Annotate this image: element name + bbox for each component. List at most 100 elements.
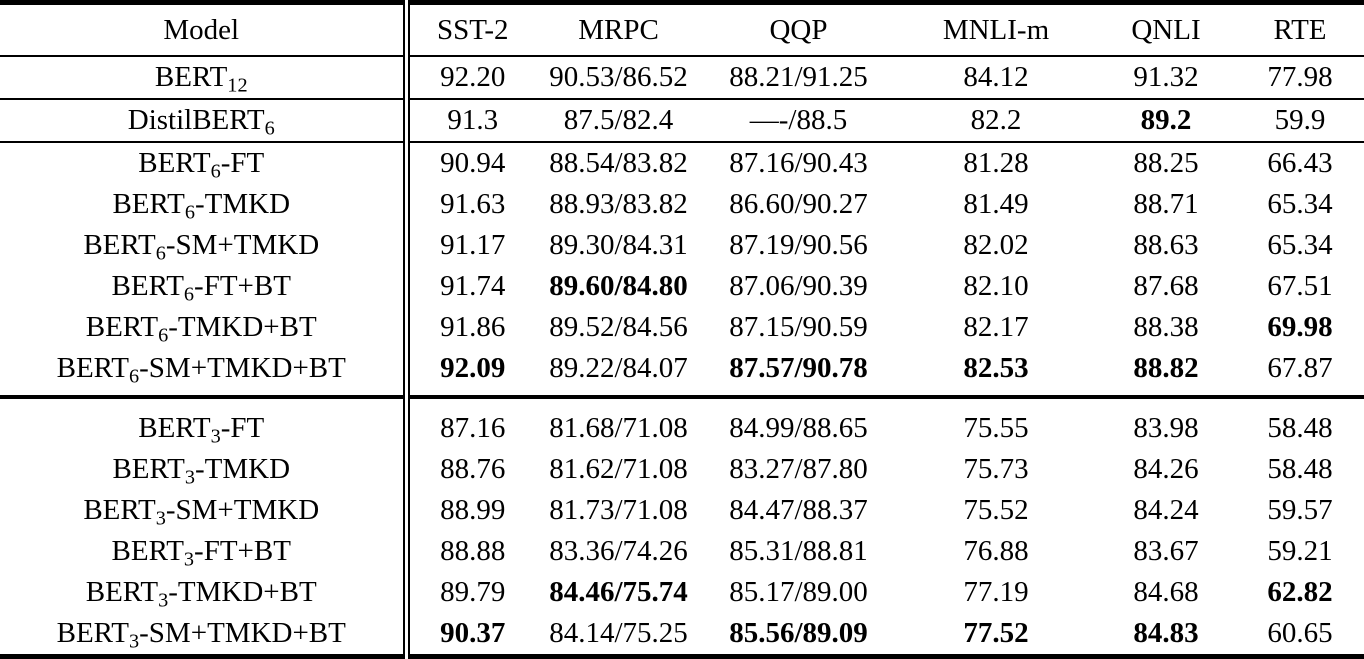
table-row: BERT12 92.20 90.53/86.52 88.21/91.25 84.12 91… — [0, 56, 1364, 100]
column-header-mnli-m: MNLI-m — [896, 2, 1096, 57]
table-row: BERT6-TMKD 91.63 88.93/83.82 86.60/90.27 81.… — [0, 184, 1364, 225]
table-row: BERT6-TMKD+BT 91.86 89.52/84.56 87.15/90.59… — [0, 307, 1364, 348]
score-cell: 89.60/84.80 — [549, 270, 688, 302]
score-cell: 88.54/83.82 — [549, 147, 688, 179]
model-subscript: 6 — [129, 365, 140, 388]
score-cell: 92.09 — [406, 348, 536, 399]
score-cell: 62.82 — [1267, 576, 1333, 608]
score-cell: 59.9 — [1236, 99, 1364, 143]
score-cell: 91.74 — [440, 270, 506, 302]
column-header-mrpc: MRPC — [536, 2, 701, 57]
score-cell: 91.32 — [1096, 56, 1236, 100]
score-cell: 75.55 — [963, 412, 1029, 444]
model-subscript: 6 — [158, 324, 169, 347]
score-cell: 86.60/90.27 — [729, 188, 868, 220]
score-cell: 91.86 — [440, 311, 506, 343]
score-cell: 88.76 — [440, 453, 506, 485]
score-cell: 59.21 — [1267, 535, 1333, 567]
column-header-qnli: QNLI — [1096, 2, 1236, 57]
table-row: BERT3-SM+TMKD 88.99 81.73/71.08 84.47/88.37… — [0, 490, 1364, 531]
model-cell: BERT6-SM+TMKD+BT — [0, 348, 410, 399]
score-cell: 84.99/88.65 — [729, 412, 868, 444]
score-cell: 83.36/74.26 — [549, 535, 688, 567]
score-cell: 87.15/90.59 — [729, 311, 868, 343]
table-row: BERT3-SM+TMKD+BT 90.37 84.14/75.25 85.56/89… — [0, 613, 1364, 657]
score-cell: 69.98 — [1267, 311, 1333, 343]
model-cell: BERT6-SM+TMKD — [0, 225, 410, 266]
score-cell: 84.24 — [1133, 494, 1199, 526]
score-cell: 83.98 — [1133, 412, 1199, 444]
score-cell: 58.48 — [1267, 453, 1333, 485]
table-row: BERT6-SM+TMKD 91.17 89.30/84.31 87.19/90.56… — [0, 225, 1364, 266]
score-cell: 88.93/83.82 — [549, 188, 688, 220]
score-cell: 91.17 — [440, 229, 506, 261]
score-cell: 82.10 — [963, 270, 1029, 302]
column-header-sst-2: SST-2 — [406, 2, 536, 57]
score-cell: 77.52 — [963, 617, 1029, 649]
model-cell: BERT3-FT — [0, 397, 410, 449]
score-cell: 84.47/88.37 — [729, 494, 868, 526]
score-cell: 91.63 — [440, 188, 506, 220]
table-row: BERT3-FT 87.16 81.68/71.08 84.99/88.65 75.55… — [0, 397, 1364, 449]
score-cell: 81.28 — [963, 147, 1029, 179]
score-cell: 92.20 — [406, 56, 536, 100]
score-cell: 82.02 — [963, 229, 1029, 261]
score-cell: 89.79 — [440, 576, 506, 608]
model-cell: BERT3-SM+TMKD — [0, 490, 410, 531]
model-subscript: 3 — [155, 507, 166, 530]
model-cell: BERT3-SM+TMKD+BT — [0, 613, 410, 657]
model-cell: BERT6-TMKD — [0, 184, 410, 225]
model-cell: BERT3-FT+BT — [0, 531, 410, 572]
score-cell: 85.31/88.81 — [729, 535, 868, 567]
score-cell: 87.68 — [1133, 270, 1199, 302]
score-cell: 67.87 — [1236, 348, 1364, 399]
model-cell: DistilBERT6 — [0, 99, 410, 143]
score-cell: 67.51 — [1267, 270, 1333, 302]
score-cell: 85.17/89.00 — [729, 576, 868, 608]
model-subscript: 3 — [184, 466, 195, 489]
model-subscript: 3 — [183, 548, 195, 571]
score-cell: 84.46/75.74 — [549, 576, 688, 608]
table-row: BERT3-TMKD 88.76 81.62/71.08 83.27/87.80 75.… — [0, 449, 1364, 490]
score-cell: 81.68/71.08 — [549, 412, 688, 444]
score-cell: 65.34 — [1267, 188, 1333, 220]
model-subscript: 6 — [210, 160, 221, 183]
score-cell: 91.3 — [406, 99, 536, 143]
table-row: BERT6-SM+TMKD+BT 92.09 89.22/84.07 87.57/90… — [0, 348, 1364, 399]
score-cell: 88.25 — [1133, 147, 1199, 179]
score-cell: 84.12 — [896, 56, 1096, 100]
score-cell: 87.5/82.4 — [536, 99, 701, 143]
score-cell: 89.30/84.31 — [549, 229, 688, 261]
score-cell: 84.14/75.25 — [549, 617, 688, 649]
table-row: DistilBERT6 91.3 87.5/82.4 —-/88.5 82.2 89.2 5… — [0, 99, 1364, 143]
score-cell: 81.73/71.08 — [549, 494, 688, 526]
score-cell: 60.65 — [1267, 617, 1333, 649]
table-row: BERT3-FT+BT 88.88 83.36/74.26 85.31/88.81 76… — [0, 531, 1364, 572]
table-row: BERT6-FT 90.94 88.54/83.82 87.16/90.43 81.28… — [0, 142, 1364, 184]
score-cell: 88.88 — [440, 535, 506, 567]
model-cell: BERT12 — [0, 56, 410, 100]
score-cell: 65.34 — [1267, 229, 1333, 261]
score-cell: 87.16/90.43 — [729, 147, 868, 179]
table-row: BERT3-TMKD+BT 89.79 84.46/75.74 85.17/89.00… — [0, 572, 1364, 613]
model-subscript: 6 — [184, 201, 195, 224]
score-cell: —-/88.5 — [701, 99, 896, 143]
score-cell: 89.2 — [1096, 99, 1236, 143]
model-cell: BERT6-FT — [0, 142, 410, 184]
score-cell: 75.73 — [963, 453, 1029, 485]
score-cell: 88.71 — [1133, 188, 1199, 220]
score-cell: 88.82 — [1096, 348, 1236, 399]
score-cell: 82.53 — [896, 348, 1096, 399]
score-cell: 58.48 — [1267, 412, 1333, 444]
model-subscript: 6 — [264, 117, 275, 140]
score-cell: 84.26 — [1133, 453, 1199, 485]
score-cell: 83.27/87.80 — [729, 453, 868, 485]
model-cell: BERT6-FT+BT — [0, 266, 410, 307]
score-cell: 88.21/91.25 — [701, 56, 896, 100]
model-subscript: 3 — [129, 630, 140, 653]
table-row: BERT6-FT+BT 91.74 89.60/84.80 87.06/90.39 82… — [0, 266, 1364, 307]
score-cell: 88.38 — [1133, 311, 1199, 343]
score-cell: 90.94 — [440, 147, 506, 179]
score-cell: 81.49 — [963, 188, 1029, 220]
